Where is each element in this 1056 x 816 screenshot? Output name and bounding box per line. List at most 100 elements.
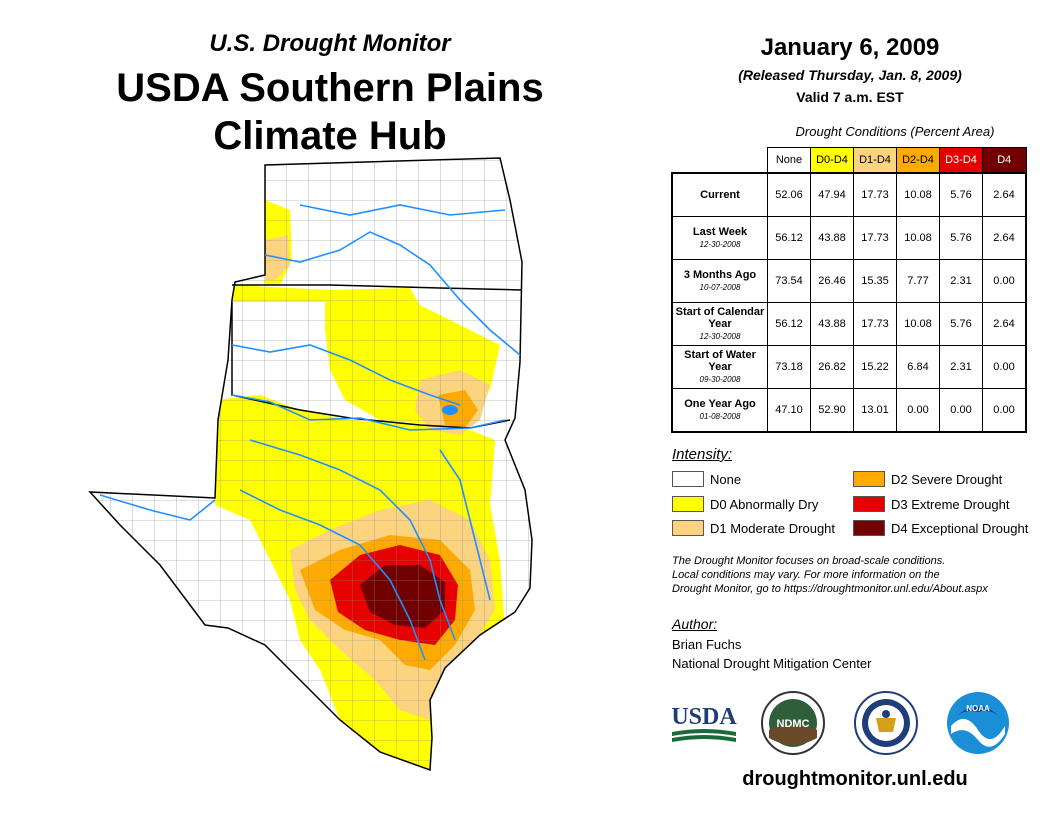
cell-value: 5.76 (939, 216, 983, 260)
table-caption: Drought Conditions (Percent Area) (795, 124, 995, 139)
legend-label: None (710, 472, 742, 487)
cell-value: 52.90 (810, 388, 854, 433)
cell-value: 43.88 (810, 302, 854, 346)
cell-value: 2.64 (982, 302, 1027, 346)
cell-value: 7.77 (896, 259, 940, 303)
cell-value: 17.73 (853, 172, 897, 217)
usda-logo-text: USDA (671, 704, 737, 730)
note-line: Local conditions may vary. For more info… (672, 569, 940, 581)
legend-swatch (672, 496, 704, 512)
cell-value: 73.18 (767, 345, 811, 389)
table-row: Start of Calendar Year 12-30-2008 56.12 4… (671, 302, 1027, 346)
row-label: One Year Ago 01-08-2008 (671, 388, 768, 433)
cell-value: 0.00 (982, 345, 1027, 389)
river-rio-grande (99, 494, 216, 521)
cell-value: 5.76 (939, 172, 983, 217)
row-label-text: Start of Water Year (684, 348, 756, 373)
table-row: One Year Ago 01-08-2008 47.10 52.90 13.01… (671, 388, 1027, 433)
author-title: Author: (672, 616, 718, 632)
row-label: Current (671, 172, 768, 217)
row-label-date: 12-30-2008 (699, 239, 741, 249)
cell-value: 43.88 (810, 216, 854, 260)
cell-value: 5.76 (939, 302, 983, 346)
drought-map (88, 157, 533, 772)
river-arkansas (264, 231, 521, 356)
river-trinity (439, 449, 491, 601)
cell-value: 47.10 (767, 388, 811, 433)
cell-value: 13.01 (853, 388, 897, 433)
legend-swatch (672, 520, 704, 536)
release-date: (Released Thursday, Jan. 8, 2009) (738, 67, 962, 83)
table-header-blank (672, 148, 768, 174)
col-d1-d4: D1-D4 (853, 147, 897, 174)
drought-conditions-table: None D0-D4 D1-D4 D2-D4 D3-D4 D4 Current … (671, 147, 1027, 433)
row-label-date: 01-08-2008 (699, 411, 741, 421)
row-label: Start of Calendar Year 12-30-2008 (671, 302, 768, 346)
river-kansas (299, 204, 506, 216)
col-d3-d4: D3-D4 (939, 147, 983, 174)
cell-value: 17.73 (853, 216, 897, 260)
cell-value: 2.31 (939, 259, 983, 303)
col-d0-d4: D0-D4 (810, 147, 854, 174)
river-red (231, 394, 506, 431)
note-line: The Drought Monitor focuses on broad-sca… (672, 555, 946, 567)
legend-label: D1 Moderate Drought (710, 521, 836, 536)
cell-value: 6.84 (896, 345, 940, 389)
cell-value: 10.08 (896, 302, 940, 346)
row-label: 3 Months Ago 10-07-2008 (671, 259, 768, 303)
table-row: Current 52.06 47.94 17.73 10.08 5.76 2.6… (671, 172, 1027, 217)
disclaimer-note: The Drought Monitor focuses on broad-sca… (672, 554, 1042, 596)
row-label-date: 10-07-2008 (699, 282, 741, 292)
row-label-text: Last Week (692, 225, 748, 238)
cell-value: 47.94 (810, 172, 854, 217)
legend-swatch (853, 471, 885, 487)
river-brazos (249, 439, 456, 641)
map-title-line1: USDA Southern Plains (116, 66, 544, 110)
row-label-text: Start of Calendar Year (675, 305, 765, 330)
cell-value: 26.82 (810, 345, 854, 389)
author-organization: National Drought Mitigation Center (672, 656, 872, 671)
website-url: droughtmonitor.unl.edu (742, 768, 968, 790)
legend-swatch (853, 496, 885, 512)
cell-value: 56.12 (767, 302, 811, 346)
row-label-date: 09-30-2008 (699, 374, 741, 384)
legend-swatch (853, 520, 885, 536)
lake-texoma (442, 405, 458, 415)
row-label: Last Week 12-30-2008 (671, 216, 768, 260)
legend-label: D2 Severe Drought (891, 472, 1003, 487)
note-line: Drought Monitor, go to https://droughtmo… (672, 583, 988, 595)
valid-time: Valid 7 a.m. EST (796, 89, 904, 105)
cell-value: 2.64 (982, 172, 1027, 217)
cell-value: 2.64 (982, 216, 1027, 260)
river-canadian (231, 344, 461, 406)
ndmc-logo-text: NDMC (777, 718, 810, 730)
cell-value: 26.46 (810, 259, 854, 303)
map-subtitle: U.S. Drought Monitor (209, 30, 451, 57)
table-row: Last Week 12-30-2008 56.12 43.88 17.73 10… (671, 216, 1027, 260)
map-title-line2: Climate Hub (213, 114, 447, 158)
cell-value: 10.08 (896, 216, 940, 260)
row-label-text: One Year Ago (684, 397, 756, 410)
cell-value: 0.00 (982, 388, 1027, 433)
row-label-text: Current (700, 189, 740, 201)
commerce-seal-logo (854, 691, 918, 755)
cell-value: 0.00 (896, 388, 940, 433)
legend-label: D4 Exceptional Drought (891, 521, 1029, 536)
cell-value: 0.00 (982, 259, 1027, 303)
cell-value: 15.35 (853, 259, 897, 303)
row-label-date: 12-30-2008 (699, 331, 741, 341)
cell-value: 56.12 (767, 216, 811, 260)
noaa-logo: NOAA (947, 692, 1009, 754)
cell-value: 0.00 (939, 388, 983, 433)
author-name: Brian Fuchs (672, 637, 742, 652)
table-row: 3 Months Ago 10-07-2008 73.54 26.46 15.35… (671, 259, 1027, 303)
col-none: None (767, 147, 811, 174)
usda-logo: USDA (671, 704, 737, 742)
cell-value: 73.54 (767, 259, 811, 303)
legend-swatch (672, 471, 704, 487)
kansas-oklahoma-border (232, 284, 523, 291)
table-row: Start of Water Year 09-30-2008 73.18 26.8… (671, 345, 1027, 389)
cell-value: 52.06 (767, 172, 811, 217)
row-label: Start of Water Year 09-30-2008 (671, 345, 768, 389)
cell-value: 15.22 (853, 345, 897, 389)
